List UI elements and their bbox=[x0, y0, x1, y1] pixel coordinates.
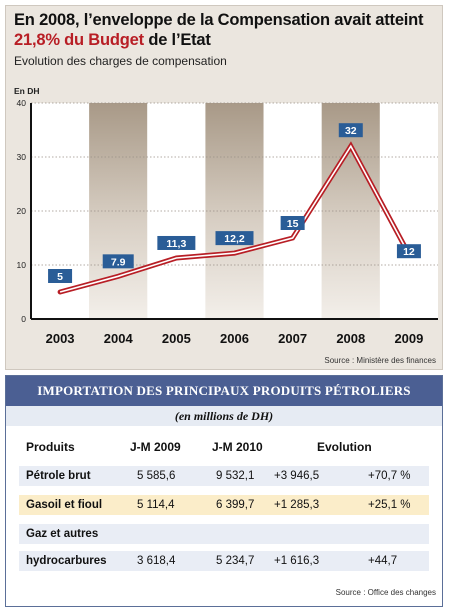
data-label: 12 bbox=[403, 246, 415, 258]
table-row: hydrocarbures 3 618,4 5 234,7 +1 616,3 +… bbox=[6, 551, 442, 571]
column-header-jm2010: J-M 2010 bbox=[212, 440, 263, 454]
chart-title-highlight: 21,8% du Budget bbox=[14, 31, 144, 49]
cell-pct: +25,1 % bbox=[368, 499, 411, 511]
line-chart: 0 10 20 30 40 2003 2004 2005 2006 2007 2008 2009 5 7.… bbox=[17, 98, 438, 346]
cell-product: Gasoil et fioul bbox=[26, 499, 103, 511]
cell-product: Gaz et autres bbox=[26, 528, 99, 540]
y-tick-label: 40 bbox=[17, 98, 27, 108]
row-background bbox=[19, 551, 429, 571]
cell-jm2009: 5 114,4 bbox=[137, 499, 175, 511]
row-background bbox=[19, 466, 429, 486]
chart-panel: En 2008, l’enveloppe de la Compensation … bbox=[5, 5, 443, 370]
column-header-produits: Produits bbox=[26, 440, 75, 454]
y-axis-unit-label: En DH bbox=[14, 86, 40, 96]
column-band bbox=[263, 103, 322, 319]
y-tick-label: 0 bbox=[21, 314, 26, 324]
cell-jm2009: 5 585,6 bbox=[137, 470, 176, 482]
cell-jm2010: 9 532,1 bbox=[216, 470, 255, 482]
data-label-box bbox=[338, 123, 363, 138]
series-line-highlight bbox=[59, 144, 410, 293]
table-row: Pétrole brut 5 585,6 9 532,1 +3 946,5 +7… bbox=[6, 466, 442, 486]
cell-product: Pétrole brut bbox=[26, 470, 91, 482]
table-subtitle: (en millions de DH) bbox=[6, 406, 442, 426]
data-label-box bbox=[102, 254, 134, 269]
x-tick-label: 2007 bbox=[278, 331, 307, 346]
x-tick-label: 2008 bbox=[336, 331, 365, 346]
data-label-box bbox=[280, 216, 305, 230]
y-tick-label: 10 bbox=[17, 260, 27, 270]
table-title: IMPORTATION DES PRINCIPAUX PRODUITS PÉTR… bbox=[6, 376, 442, 406]
y-tick-label: 20 bbox=[17, 206, 27, 216]
data-label: 11,3 bbox=[166, 238, 186, 250]
data-label: 15 bbox=[287, 218, 299, 230]
chart-subtitle: Evolution des charges de compensation bbox=[14, 54, 227, 68]
row-background bbox=[19, 495, 429, 515]
table-source: Source : Office des changes bbox=[335, 588, 436, 597]
chart-title-line-1: En 2008, l’enveloppe de la Compensation … bbox=[14, 11, 424, 29]
table-panel: IMPORTATION DES PRINCIPAUX PRODUITS PÉTR… bbox=[5, 375, 443, 607]
column-header-evolution: Evolution bbox=[317, 440, 372, 454]
table-row: Gasoil et fioul 5 114,4 6 399,7 +1 285,3… bbox=[6, 495, 442, 515]
x-tick-label: 2005 bbox=[162, 331, 191, 346]
data-label: 12,2 bbox=[224, 233, 245, 245]
cell-jm2010: 6 399,7 bbox=[216, 499, 255, 511]
table-row: Gaz et autres bbox=[6, 524, 442, 544]
cell-pct: +70,7 % bbox=[368, 470, 411, 482]
x-tick-label: 2009 bbox=[394, 331, 423, 346]
data-label: 32 bbox=[345, 125, 357, 137]
column-band bbox=[379, 103, 438, 319]
cell-diff: +1 285,3 bbox=[274, 499, 320, 511]
chart-title-rest: de l’Etat bbox=[143, 31, 211, 49]
data-label-box bbox=[396, 244, 421, 259]
data-label-box bbox=[157, 235, 196, 250]
chart-source: Source : Ministère des finances bbox=[324, 356, 436, 365]
data-label: 5 bbox=[57, 271, 63, 283]
x-tick-label: 2003 bbox=[46, 331, 75, 346]
y-tick-label: 30 bbox=[17, 152, 27, 162]
column-header-jm2009: J-M 2009 bbox=[130, 440, 181, 454]
cell-product: hydrocarbures bbox=[26, 555, 107, 567]
data-label-box bbox=[48, 269, 73, 283]
chart-title-line-2: 21,8% du Budget de l’Etat bbox=[14, 31, 211, 50]
row-background bbox=[19, 524, 429, 544]
cell-jm2009: 3 618,4 bbox=[137, 555, 176, 567]
x-tick-label: 2004 bbox=[104, 331, 134, 346]
x-tick-label: 2006 bbox=[220, 331, 249, 346]
cell-diff: +1 616,3 bbox=[274, 555, 320, 567]
cell-pct: +44,7 bbox=[368, 555, 398, 567]
data-label: 7.9 bbox=[111, 256, 126, 268]
data-label-box bbox=[215, 231, 254, 246]
cell-diff: +3 946,5 bbox=[274, 470, 320, 482]
cell-jm2010: 5 234,7 bbox=[216, 555, 255, 567]
